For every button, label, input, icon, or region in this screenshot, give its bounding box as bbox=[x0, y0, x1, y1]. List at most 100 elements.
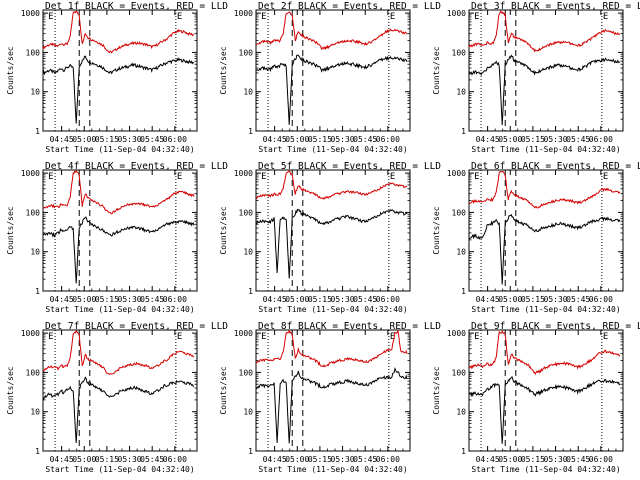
y-tick-label: 100 bbox=[452, 48, 467, 57]
x-tick-label: 05:30 bbox=[118, 135, 142, 144]
x-tick-label: 04:45 bbox=[263, 295, 287, 304]
y-axis-label: Counts/sec bbox=[6, 46, 15, 94]
x-axis-label: Start Time (11-Sep-04 04:32:40) bbox=[45, 145, 194, 154]
x-tick-label: 05:15 bbox=[521, 295, 545, 304]
legend-mark: E bbox=[48, 12, 53, 22]
events-series-line bbox=[42, 216, 195, 284]
y-tick-label: 1 bbox=[248, 287, 253, 296]
x-tick-label: 05:00 bbox=[72, 455, 96, 464]
plot-frame bbox=[468, 169, 624, 292]
x-tick-label: 05:45 bbox=[566, 295, 590, 304]
y-tick-label: 1 bbox=[35, 447, 40, 456]
legend-mark: E bbox=[261, 12, 266, 22]
y-axis-label: Counts/sec bbox=[6, 206, 15, 254]
x-tick-label: 05:00 bbox=[498, 295, 522, 304]
legend-mark: E bbox=[261, 172, 266, 182]
plot-frame bbox=[468, 9, 624, 132]
y-axis-label: Counts/sec bbox=[219, 46, 228, 94]
x-tick-label: 04:45 bbox=[50, 295, 74, 304]
x-axis-label: Start Time (11-Sep-04 04:32:40) bbox=[258, 145, 407, 154]
y-tick-label: 100 bbox=[239, 48, 254, 57]
events-series-line bbox=[468, 214, 621, 285]
x-tick-label: 06:00 bbox=[163, 135, 187, 144]
x-tick-label: 06:00 bbox=[163, 295, 187, 304]
panel-9: Det 9f BLACK = Events, RED = LLD 1 10 100 10… bbox=[432, 321, 640, 474]
panel-2: Det 2f BLACK = Events, RED = LLD 1 10 100 10… bbox=[219, 1, 441, 154]
legend-mark: E bbox=[474, 172, 479, 182]
legend-mark: E bbox=[177, 12, 182, 22]
y-tick-label: 100 bbox=[239, 368, 254, 377]
x-tick-label: 05:30 bbox=[331, 135, 355, 144]
x-tick-label: 05:00 bbox=[285, 135, 309, 144]
panel-title: Det 8f BLACK = Events, RED = LLD bbox=[258, 321, 441, 332]
lld-series-line bbox=[468, 329, 621, 376]
x-axis-label: Start Time (11-Sep-04 04:32:40) bbox=[471, 305, 620, 314]
y-axis-label: Counts/sec bbox=[432, 46, 441, 94]
lld-series-line bbox=[255, 170, 408, 200]
x-tick-label: 05:45 bbox=[140, 455, 164, 464]
lld-series-line bbox=[468, 10, 621, 53]
plot-frame bbox=[42, 329, 198, 452]
y-tick-label: 100 bbox=[239, 208, 254, 217]
y-tick-label: 10 bbox=[30, 248, 40, 257]
x-tick-label: 04:45 bbox=[476, 455, 500, 464]
y-tick-label: 10 bbox=[30, 88, 40, 97]
events-series-line bbox=[42, 55, 195, 124]
x-tick-label: 06:00 bbox=[589, 295, 613, 304]
x-tick-label: 05:30 bbox=[544, 455, 568, 464]
panel-1: Det 1f BLACK = Events, RED = LLD 1 10 100 10… bbox=[6, 1, 228, 154]
x-tick-label: 04:45 bbox=[50, 135, 74, 144]
lld-series-line bbox=[468, 170, 621, 209]
x-tick-label: 06:00 bbox=[376, 295, 400, 304]
legend-mark: E bbox=[390, 332, 395, 342]
y-tick-label: 10 bbox=[243, 408, 253, 417]
plot-frame bbox=[42, 9, 198, 132]
panel-title: Det 3f BLACK = Events, RED = LLD bbox=[471, 1, 640, 12]
panel-4: Det 4f BLACK = Events, RED = LLD 1 10 100 10… bbox=[6, 161, 228, 314]
x-tick-label: 05:00 bbox=[72, 135, 96, 144]
events-series-line bbox=[468, 54, 621, 126]
y-tick-label: 1 bbox=[461, 287, 466, 296]
legend-mark: E bbox=[603, 332, 608, 342]
x-tick-label: 05:00 bbox=[498, 455, 522, 464]
x-tick-label: 06:00 bbox=[589, 135, 613, 144]
x-tick-label: 05:15 bbox=[308, 295, 332, 304]
x-axis-label: Start Time (11-Sep-04 04:32:40) bbox=[471, 465, 620, 474]
lld-series-line bbox=[42, 10, 195, 54]
y-tick-label: 1000 bbox=[234, 9, 253, 18]
x-tick-label: 05:30 bbox=[544, 295, 568, 304]
events-series-line bbox=[255, 208, 408, 279]
x-tick-label: 05:15 bbox=[308, 135, 332, 144]
x-tick-label: 05:30 bbox=[118, 455, 142, 464]
x-tick-label: 05:00 bbox=[285, 295, 309, 304]
y-tick-label: 1 bbox=[461, 127, 466, 136]
panel-title: Det 1f BLACK = Events, RED = LLD bbox=[45, 1, 228, 12]
legend-mark: E bbox=[390, 172, 395, 182]
x-tick-label: 05:15 bbox=[521, 135, 545, 144]
y-tick-label: 100 bbox=[452, 368, 467, 377]
y-tick-label: 10 bbox=[456, 408, 466, 417]
legend-mark: E bbox=[474, 12, 479, 22]
y-tick-label: 1000 bbox=[21, 9, 40, 18]
x-tick-label: 05:45 bbox=[140, 135, 164, 144]
y-tick-label: 1 bbox=[461, 447, 466, 456]
x-tick-label: 05:30 bbox=[118, 295, 142, 304]
x-tick-label: 06:00 bbox=[376, 455, 400, 464]
x-tick-label: 05:45 bbox=[353, 135, 377, 144]
x-tick-label: 05:15 bbox=[521, 455, 545, 464]
y-tick-label: 100 bbox=[452, 208, 467, 217]
panel-5: Det 5f BLACK = Events, RED = LLD 1 10 100 10… bbox=[219, 161, 441, 314]
x-tick-label: 05:15 bbox=[95, 455, 119, 464]
y-tick-label: 1 bbox=[248, 127, 253, 136]
y-tick-label: 10 bbox=[243, 88, 253, 97]
legend-mark: E bbox=[261, 332, 266, 342]
x-tick-label: 04:45 bbox=[476, 135, 500, 144]
y-axis-label: Counts/sec bbox=[6, 366, 15, 414]
events-series-line bbox=[255, 367, 408, 444]
x-tick-label: 06:00 bbox=[376, 135, 400, 144]
y-axis-label: Counts/sec bbox=[219, 206, 228, 254]
x-tick-label: 05:00 bbox=[285, 455, 309, 464]
y-tick-label: 1 bbox=[35, 287, 40, 296]
y-tick-label: 1000 bbox=[234, 169, 253, 178]
